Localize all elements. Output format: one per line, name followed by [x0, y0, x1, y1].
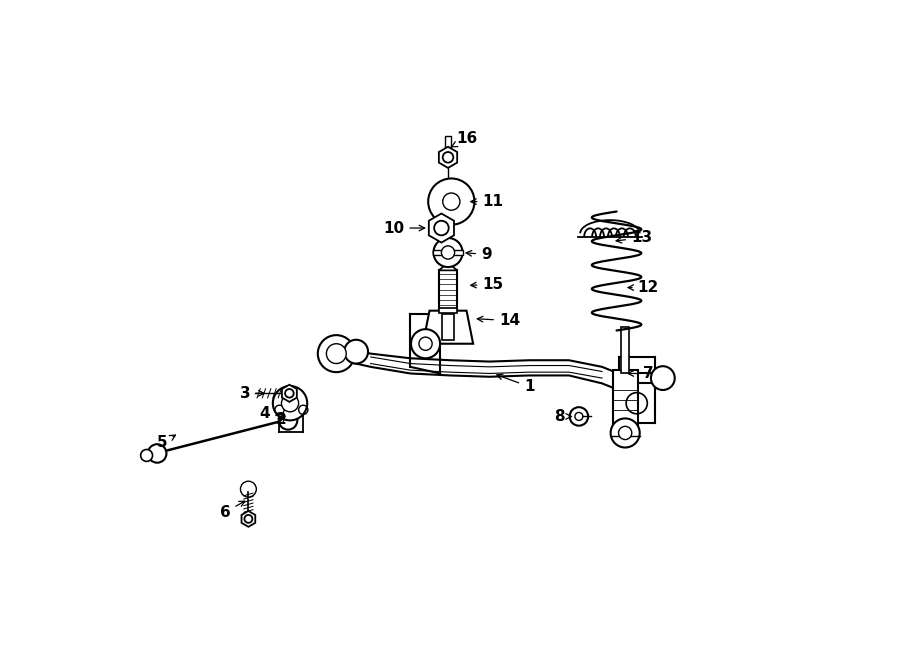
- Circle shape: [282, 395, 299, 412]
- Circle shape: [327, 344, 346, 364]
- Circle shape: [610, 418, 640, 447]
- Text: 16: 16: [451, 132, 477, 147]
- Circle shape: [279, 411, 297, 430]
- Bar: [434, 250, 463, 255]
- Polygon shape: [241, 511, 256, 527]
- Circle shape: [148, 444, 166, 463]
- Polygon shape: [428, 214, 454, 243]
- Polygon shape: [439, 263, 457, 270]
- Text: 6: 6: [220, 501, 245, 520]
- Circle shape: [441, 246, 454, 259]
- Bar: [446, 136, 451, 149]
- Text: 8: 8: [554, 409, 572, 424]
- Text: 9: 9: [466, 247, 491, 262]
- Circle shape: [273, 386, 307, 420]
- Text: 10: 10: [383, 221, 425, 235]
- Circle shape: [344, 340, 368, 364]
- Text: 13: 13: [616, 231, 652, 245]
- Bar: [442, 314, 454, 340]
- Polygon shape: [439, 147, 457, 168]
- Text: 11: 11: [471, 194, 503, 209]
- Circle shape: [618, 426, 632, 440]
- Circle shape: [434, 238, 463, 267]
- Circle shape: [140, 449, 153, 461]
- Bar: [439, 270, 457, 309]
- Bar: [439, 308, 457, 313]
- Text: 15: 15: [471, 277, 503, 292]
- Text: 4: 4: [259, 406, 284, 420]
- Polygon shape: [282, 385, 297, 402]
- Circle shape: [651, 366, 675, 390]
- Bar: [621, 327, 629, 373]
- Text: 14: 14: [477, 313, 520, 328]
- Text: 7: 7: [628, 366, 653, 381]
- Circle shape: [318, 335, 355, 372]
- Text: 12: 12: [628, 280, 659, 295]
- Text: 1: 1: [497, 374, 535, 394]
- Circle shape: [575, 412, 583, 420]
- Circle shape: [411, 329, 440, 358]
- Text: 3: 3: [239, 386, 264, 401]
- Text: 5: 5: [158, 435, 176, 450]
- Polygon shape: [423, 311, 473, 344]
- Circle shape: [570, 407, 588, 426]
- Bar: [613, 370, 638, 430]
- Circle shape: [428, 178, 474, 225]
- Text: 2: 2: [276, 412, 287, 427]
- Circle shape: [418, 337, 432, 350]
- Circle shape: [443, 193, 460, 210]
